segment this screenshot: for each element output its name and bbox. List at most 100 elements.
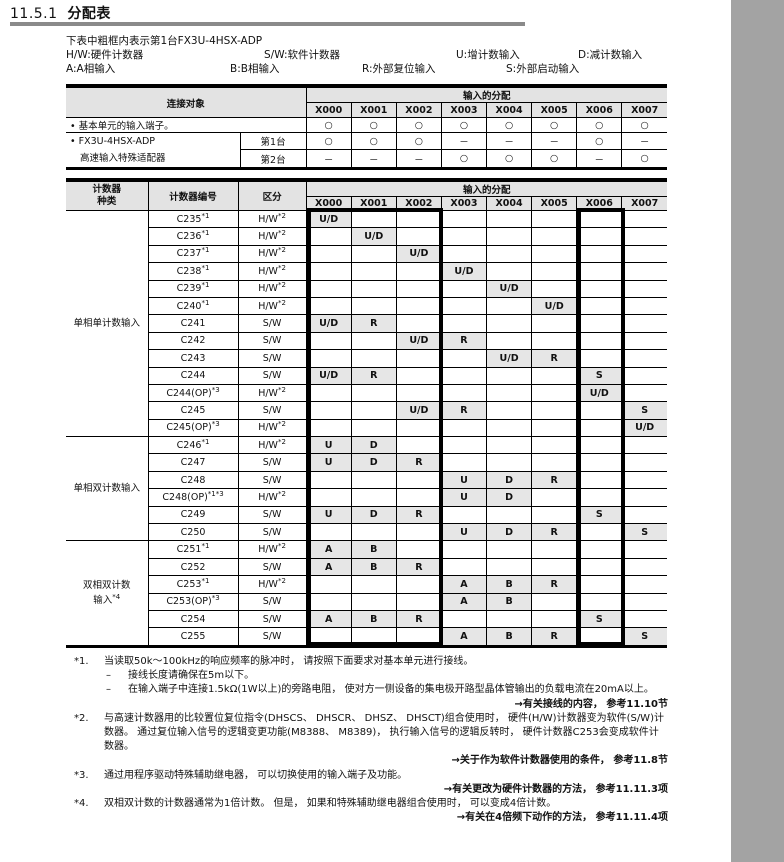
- counter-number: C238*1: [148, 262, 239, 281]
- header-counter-number: 计数器编号: [147, 179, 239, 211]
- footnote-ref: *1: [201, 281, 210, 290]
- allocation-cell: [350, 401, 397, 420]
- allocation-cell: [531, 505, 578, 525]
- footnote-subitem-text: 在输入端子中连接1.5kΩ(1W以上)的旁路电阻， 使对方一侧设备的集电极开路型…: [128, 684, 654, 696]
- cross-reference-link[interactable]: →有关接线的内容， 参考11.10节: [514, 698, 669, 710]
- allocation-cell: ○: [486, 149, 533, 169]
- input-header-x002: X002: [395, 102, 442, 118]
- allocation-cell: R: [440, 331, 488, 351]
- header-input-allocation: 输入的分配: [305, 179, 667, 197]
- allocation-cell: [621, 453, 667, 472]
- counter-class-label: H/W: [258, 387, 278, 399]
- allocation-cell: [486, 383, 533, 403]
- adapter-description: 高速输入特殊适配器: [80, 153, 166, 164]
- allocation-cell: [395, 627, 442, 647]
- counter-kind-label: 单相单计数输入: [73, 318, 141, 330]
- allocation-cell: [531, 557, 578, 577]
- counter-number-label: C239: [176, 283, 202, 295]
- footnote-text: 与高速计数器用的比较置位复位指令(DHSCS、 DHSCR、 DHSZ、 DHS…: [104, 712, 664, 753]
- allocation-cell: [576, 209, 623, 229]
- allocation-cell: [486, 296, 533, 316]
- allocation-cell: [621, 262, 667, 281]
- allocation-cell: [440, 383, 488, 403]
- input-header-x004: X004: [486, 196, 533, 211]
- legend-item: D:减计数输入: [578, 49, 643, 61]
- allocation-cell: D: [486, 470, 533, 490]
- footnote-text: 双相双计数的计数器通常为1倍计数。 但是， 如果和特殊辅助继电器组合使用时， 可…: [104, 798, 557, 810]
- allocation-cell: [531, 314, 578, 333]
- allocation-cell: [395, 349, 442, 368]
- allocation-cell: [350, 488, 397, 507]
- header-counter-kind: 计数器 种类: [66, 179, 149, 211]
- table-row: C238*1 H/W*2 U/D: [66, 262, 667, 281]
- cross-reference-link[interactable]: →有关更改为硬件计数器的方法， 参考11.11.3项: [443, 783, 668, 795]
- counter-allocation-table-wrapper: 计数器 种类 计数器编号 区分 输入的分配 X000 X001 X002 X003 X0…: [66, 178, 667, 648]
- footnote-subitem: – 在输入端子中连接1.5kΩ(1W以上)的旁路电阻， 使对方一侧设备的集电极开路…: [104, 683, 668, 697]
- allocation-cell: [395, 523, 442, 542]
- allocation-cell: R: [531, 575, 578, 594]
- footnote-ref: *1: [201, 211, 210, 220]
- counter-class-label: S/W: [262, 457, 282, 469]
- allocation-cell: S: [621, 523, 667, 542]
- counter-number: C244: [148, 366, 239, 385]
- counter-number: C235*1: [147, 209, 239, 229]
- input-header-x000: X000: [306, 196, 352, 211]
- counter-class-label: H/W: [258, 300, 278, 312]
- cross-reference-link[interactable]: →有关在4倍频下动作的方法， 参考11.11.4项: [456, 812, 668, 824]
- input-header-x003: X003: [440, 102, 488, 118]
- counter-number: C242: [148, 331, 239, 351]
- allocation-cell: [305, 488, 352, 507]
- allocation-cell: [395, 470, 442, 490]
- allocation-cell: [621, 592, 667, 611]
- allocation-cell: [305, 296, 352, 316]
- allocation-cell: R: [395, 505, 442, 525]
- allocation-cell: [440, 366, 488, 385]
- counter-class: H/W*2: [237, 383, 307, 403]
- counter-number-label: C248: [180, 474, 206, 486]
- allocation-cell: [395, 383, 442, 403]
- footnote-mark: *3.: [74, 769, 89, 781]
- legend-item: B:B相输入: [230, 63, 280, 75]
- counter-class: H/W*2: [237, 244, 307, 264]
- counter-class: H/W*2: [237, 575, 307, 594]
- allocation-cell: ○: [440, 149, 488, 169]
- table-row: C253*1 H/W*2 A B R: [66, 575, 667, 594]
- counter-number: C254: [148, 609, 239, 629]
- footnote-subitem-text: 接线长度请确保在5m以下。: [128, 670, 255, 682]
- allocation-cell: [531, 401, 578, 420]
- counter-number: C245: [148, 401, 239, 420]
- counter-class: H/W*2: [237, 540, 307, 559]
- allocation-cell: －: [486, 131, 533, 151]
- legend-item: A:A相输入: [66, 63, 116, 75]
- counter-class: S/W: [237, 505, 307, 525]
- counter-class: S/W: [237, 349, 307, 368]
- allocation-cell: U/D: [305, 366, 352, 385]
- allocation-cell: B: [350, 609, 397, 629]
- allocation-cell: [576, 540, 623, 559]
- table-row: C243 S/W U/D R: [66, 349, 667, 368]
- dash-bullet-icon: –: [106, 684, 111, 696]
- counter-class-label: H/W: [258, 439, 278, 451]
- counter-class: S/W: [237, 609, 307, 629]
- legend-item: H/W:硬件计数器: [66, 49, 144, 61]
- dash-bullet-icon: –: [106, 670, 111, 682]
- counter-number: C248: [148, 470, 239, 490]
- table-row: C237*1 H/W*2 U/D: [66, 244, 667, 264]
- input-header-x005: X005: [531, 102, 578, 118]
- allocation-cell: ○: [576, 117, 623, 133]
- allocation-cell: A: [440, 627, 488, 647]
- counter-class: H/W*2: [237, 262, 307, 281]
- counter-number-label: C255: [180, 631, 206, 643]
- input-header-x004: X004: [486, 102, 533, 118]
- allocation-cell: [350, 418, 397, 438]
- table-row: 第2台 －－－ ○ ○ ○ － ○: [66, 149, 667, 169]
- allocation-cell: [576, 488, 623, 507]
- allocation-cell: －: [305, 149, 352, 169]
- allocation-cell: ○: [395, 117, 442, 133]
- allocation-cell: [621, 349, 667, 368]
- cross-reference-link[interactable]: →关于作为软件计数器使用的条件， 参考11.8节: [451, 755, 668, 767]
- allocation-cell: [350, 209, 397, 229]
- allocation-cell: S: [576, 609, 623, 629]
- allocation-cell: [395, 436, 442, 455]
- counter-class-label: S/W: [262, 352, 282, 364]
